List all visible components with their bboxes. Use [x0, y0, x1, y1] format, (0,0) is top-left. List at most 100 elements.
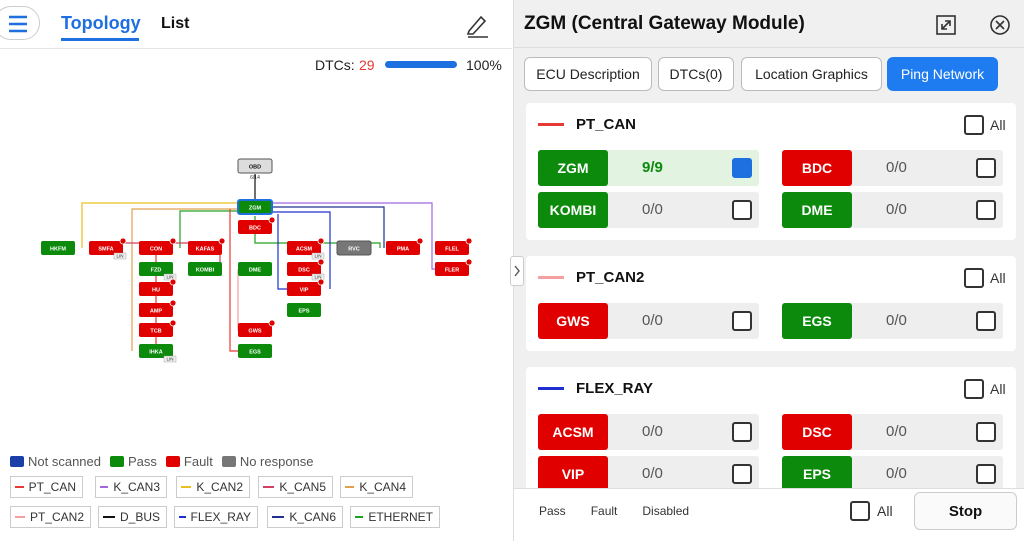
ecu-button[interactable]: ACSM [538, 414, 608, 450]
ecu-button[interactable]: VIP [538, 456, 608, 488]
ecu-node[interactable]: HU [139, 278, 177, 296]
lin-label: LIN [116, 254, 123, 259]
ecu-button[interactable]: BDC [782, 150, 852, 186]
checkbox[interactable] [732, 311, 752, 331]
ecu-button[interactable]: EPS [782, 456, 852, 488]
bus-label: PT_CAN [28, 480, 76, 494]
checkbox[interactable] [850, 501, 870, 521]
ecu-node[interactable]: GWS [238, 319, 276, 337]
ecu-node[interactable]: ZGM [237, 199, 273, 215]
ping-count: 0/0 [642, 423, 663, 440]
stop-button[interactable]: Stop [914, 492, 1017, 530]
legend-swatch [221, 456, 236, 467]
edit-icon[interactable] [464, 12, 490, 38]
ping-count: 0/0 [886, 423, 907, 440]
ecu-node[interactable]: PMA [386, 237, 424, 255]
bus-legend-item: FLEX_RAY [174, 506, 258, 528]
collapse-handle[interactable] [510, 256, 524, 286]
ecu-node[interactable]: HKFM [41, 241, 75, 255]
ecu-node[interactable]: EPS [287, 303, 321, 317]
ecu-node[interactable]: KOMBI [188, 262, 222, 276]
tab-list[interactable]: List [161, 15, 190, 32]
bus-swatch [100, 486, 109, 488]
ecu-node[interactable]: VIP [287, 278, 325, 296]
bus-color [538, 123, 564, 126]
node-label: VIP [300, 288, 309, 294]
ecu-row: VIP 0/0 [538, 456, 759, 488]
tab-indicator [61, 38, 139, 41]
node-box [238, 323, 272, 337]
bus-swatch [181, 486, 192, 488]
bus-legend-item: PT_CAN2 [10, 506, 91, 528]
tab-topology[interactable]: Topology [61, 13, 141, 33]
all-label: All [990, 270, 1006, 286]
lin-tag [113, 252, 127, 260]
ecu-button[interactable]: KOMBI [538, 192, 608, 228]
ping-count: 9/9 [642, 159, 663, 176]
bus-label: FLEX_RAY [190, 510, 251, 524]
bus-section: PT_CAN2 All GWS 0/0 EGS 0/0 [526, 256, 1016, 351]
ecu-button[interactable]: DSC [782, 414, 852, 450]
bus-label: K_CAN3 [113, 480, 160, 494]
checkbox[interactable] [976, 422, 996, 442]
checkbox[interactable] [976, 311, 996, 331]
ecu-button[interactable]: ZGM [538, 150, 608, 186]
ecu-button[interactable]: EGS [782, 303, 852, 339]
panel-tab[interactable]: Location Graphics [741, 57, 882, 91]
expand-icon[interactable] [934, 13, 958, 37]
ecu-node[interactable]: TCB [139, 319, 177, 337]
ecu-row: DSC 0/0 [782, 414, 1003, 450]
bus-legend-item: K_CAN4 [340, 476, 413, 498]
ecu-node[interactable]: DME [238, 262, 272, 276]
checkbox[interactable] [964, 379, 984, 399]
divider [0, 48, 512, 49]
panel-tab[interactable]: Ping Network [887, 57, 998, 91]
legend-swatch [165, 456, 180, 467]
ecu-button[interactable]: GWS [538, 303, 608, 339]
close-icon[interactable] [988, 13, 1012, 37]
node-box [386, 241, 420, 255]
node-box [139, 323, 173, 337]
ecu-node[interactable]: KAFAS [188, 237, 226, 255]
node-label: EPS [298, 309, 309, 315]
ping-count: 0/0 [642, 465, 663, 482]
checkbox[interactable] [732, 422, 752, 442]
bus-label: K_CAN4 [359, 480, 406, 494]
dtc-badge [169, 299, 177, 307]
ecu-node[interactable]: FLER [435, 258, 473, 276]
checkbox[interactable] [964, 268, 984, 288]
ecu-node[interactable]: DSC LIN [287, 258, 325, 281]
ecu-node[interactable]: EGS [238, 344, 272, 358]
checkbox[interactable] [732, 464, 752, 484]
ecu-node[interactable]: AMP [139, 299, 177, 317]
checkbox[interactable] [964, 115, 984, 135]
node-label: RVC [348, 247, 360, 253]
ecu-node[interactable]: CON [139, 237, 177, 255]
lin-tag [311, 252, 325, 260]
bus-swatch [179, 516, 186, 518]
checkbox[interactable] [976, 200, 996, 220]
ecu-node[interactable]: FLEL [435, 237, 473, 255]
checkbox[interactable] [976, 464, 996, 484]
ecu-node[interactable]: RVC [336, 240, 372, 256]
node-box [139, 262, 173, 276]
ecu-node[interactable]: FZD LIN [139, 262, 177, 281]
ecu-node[interactable]: OBD [237, 158, 273, 174]
panel-tab[interactable]: DTCs(0) [658, 57, 734, 91]
node-label: EGS [249, 350, 261, 356]
checkbox[interactable] [732, 200, 752, 220]
ecu-row: EPS 0/0 [782, 456, 1003, 488]
lin-label: LIN [314, 254, 321, 259]
ecu-button[interactable]: DME [782, 192, 852, 228]
node-label: CON [150, 247, 162, 253]
menu-button[interactable] [0, 6, 40, 40]
panel-tab[interactable]: ECU Description [524, 57, 652, 91]
checkbox[interactable] [732, 158, 752, 178]
legend-label: Fault [183, 454, 213, 469]
ecu-node[interactable]: IHKA LIN [139, 344, 177, 363]
checkbox[interactable] [976, 158, 996, 178]
ecu-node[interactable]: BDC [238, 216, 276, 234]
bus-label: D_BUS [119, 510, 160, 524]
